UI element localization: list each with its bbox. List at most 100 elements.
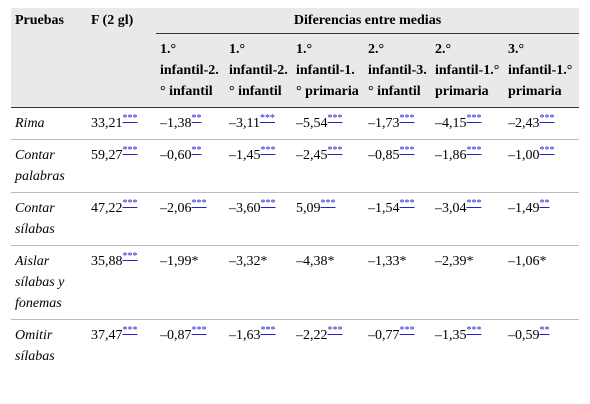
subheader-cell: 3.° infantil-1.° primaria	[504, 33, 580, 108]
cell-value: 59,27	[91, 148, 123, 163]
value-cell: –1,33*	[364, 246, 431, 320]
cell-value: –2,39*	[435, 254, 474, 269]
cell-value: –1,63	[229, 328, 261, 343]
significance-link[interactable]: ***	[539, 113, 555, 124]
value-cell: –0,60**	[156, 140, 225, 193]
value-cell: –0,77***	[364, 320, 431, 373]
table-row: Omitir sílabas 37,47*** –0,87*** –1,63*** –2…	[11, 319, 580, 373]
value-cell: –1,38**	[156, 108, 225, 140]
cell-value: 47,22	[91, 201, 123, 216]
significance-link[interactable]: **	[191, 145, 202, 156]
cell-value: –1,45	[229, 148, 261, 163]
value-cell: –4,38*	[292, 246, 364, 320]
value-cell: –5,54***	[292, 108, 364, 140]
value-cell: 47,22***	[87, 193, 156, 246]
value-cell: –3,11***	[225, 108, 292, 140]
significance-link[interactable]: ***	[327, 145, 343, 156]
value-cell: –3,32*	[225, 246, 292, 320]
significance-link[interactable]: ***	[327, 325, 343, 336]
significance-link[interactable]: ***	[191, 325, 207, 336]
subheader-cell: 1.° infantil-2.° infantil	[225, 33, 292, 108]
significance-link[interactable]: ***	[327, 113, 343, 124]
value-cell: 37,47***	[87, 320, 156, 373]
cell-value: 35,88	[91, 254, 123, 269]
significance-link[interactable]: ***	[259, 113, 275, 124]
significance-link[interactable]: ***	[399, 145, 415, 156]
value-cell: –2,22***	[292, 320, 364, 373]
significance-link[interactable]: ***	[122, 145, 138, 156]
cell-value: –1,54	[368, 201, 400, 216]
value-cell: –1,45***	[225, 140, 292, 193]
significance-link[interactable]: ***	[466, 113, 482, 124]
cell-value: –0,85	[368, 148, 400, 163]
significance-link[interactable]: ***	[122, 198, 138, 209]
significance-link[interactable]: ***	[466, 325, 482, 336]
value-cell: –3,60***	[225, 193, 292, 246]
significance-link[interactable]: ***	[466, 198, 482, 209]
value-cell: –2,39*	[431, 246, 504, 320]
table-row: Aislar sílabas y fonemas 35,88*** –1,99* –3…	[11, 245, 580, 320]
cell-value: –4,38*	[296, 254, 335, 269]
significance-link[interactable]: **	[191, 113, 202, 124]
value-cell: –0,85***	[364, 140, 431, 193]
value-cell: –1,86***	[431, 140, 504, 193]
value-cell: 5,09***	[292, 193, 364, 246]
significance-link[interactable]: ***	[399, 325, 415, 336]
value-cell: 33,21***	[87, 108, 156, 140]
cell-value: –1,86	[435, 148, 467, 163]
cell-value: –5,54	[296, 116, 328, 131]
row-label: Aislar sílabas y fonemas	[15, 254, 65, 311]
significance-link[interactable]: ***	[260, 198, 276, 209]
cell-value: –3,04	[435, 201, 467, 216]
significance-link[interactable]: ***	[466, 145, 482, 156]
cell-value: –1,38	[160, 116, 192, 131]
significance-link[interactable]: ***	[539, 145, 555, 156]
group-header: Diferencias entre medias	[156, 8, 580, 34]
results-table: Pruebas F (2 gl) Diferencias entre media…	[11, 8, 580, 373]
value-cell: –0,87***	[156, 320, 225, 373]
cell-value: –1,49	[508, 201, 540, 216]
significance-link[interactable]: ***	[122, 251, 138, 262]
significance-link[interactable]: ***	[122, 325, 138, 336]
value-cell: –2,45***	[292, 140, 364, 193]
value-cell: –1,54***	[364, 193, 431, 246]
header-cell: F (2 gl)	[87, 8, 156, 108]
row-label: Contar sílabas	[15, 201, 55, 237]
significance-link[interactable]: ***	[122, 113, 138, 124]
table-header: Pruebas F (2 gl) Diferencias entre media…	[11, 8, 580, 108]
cell-value: –1,33*	[368, 254, 407, 269]
value-cell: –1,49**	[504, 193, 579, 246]
table-row: Rima 33,21*** –1,38** –3,11*** –5,54*** –1,73…	[11, 107, 580, 140]
row-label: Contar palabras	[15, 148, 65, 184]
row-label: Omitir sílabas	[15, 328, 55, 364]
significance-link[interactable]: ***	[399, 198, 415, 209]
cell-value: –1,00	[508, 148, 540, 163]
subheader-cell: 2.° infantil-1.° primaria	[431, 33, 504, 108]
value-cell: –4,15***	[431, 108, 504, 140]
table-row: Contar palabras 59,27*** –0,60** –1,45*** –2…	[11, 139, 580, 193]
cell-value: 5,09	[296, 201, 321, 216]
significance-link[interactable]: ***	[399, 113, 415, 124]
value-cell: –2,43***	[504, 108, 579, 140]
cell-value: –0,77	[368, 328, 400, 343]
cell-value: –4,15	[435, 116, 467, 131]
row-label: Rima	[15, 116, 45, 131]
significance-link[interactable]: **	[539, 198, 550, 209]
significance-link[interactable]: **	[539, 325, 550, 336]
cell-value: 33,21	[91, 116, 123, 131]
cell-value: –1,06*	[508, 254, 547, 269]
cell-value: –1,73	[368, 116, 400, 131]
significance-link[interactable]: ***	[260, 145, 276, 156]
value-cell: –1,06*	[504, 246, 579, 320]
significance-link[interactable]: ***	[191, 198, 207, 209]
value-cell: –1,63***	[225, 320, 292, 373]
cell-value: –2,22	[296, 328, 328, 343]
table-body: Rima 33,21*** –1,38** –3,11*** –5,54*** –1,73…	[11, 107, 580, 373]
significance-link[interactable]: ***	[260, 325, 276, 336]
significance-link[interactable]: ***	[320, 198, 336, 209]
cell-value: –2,45	[296, 148, 328, 163]
cell-value: –2,06	[160, 201, 192, 216]
value-cell: 35,88***	[87, 246, 156, 320]
cell-value: –3,32*	[229, 254, 268, 269]
